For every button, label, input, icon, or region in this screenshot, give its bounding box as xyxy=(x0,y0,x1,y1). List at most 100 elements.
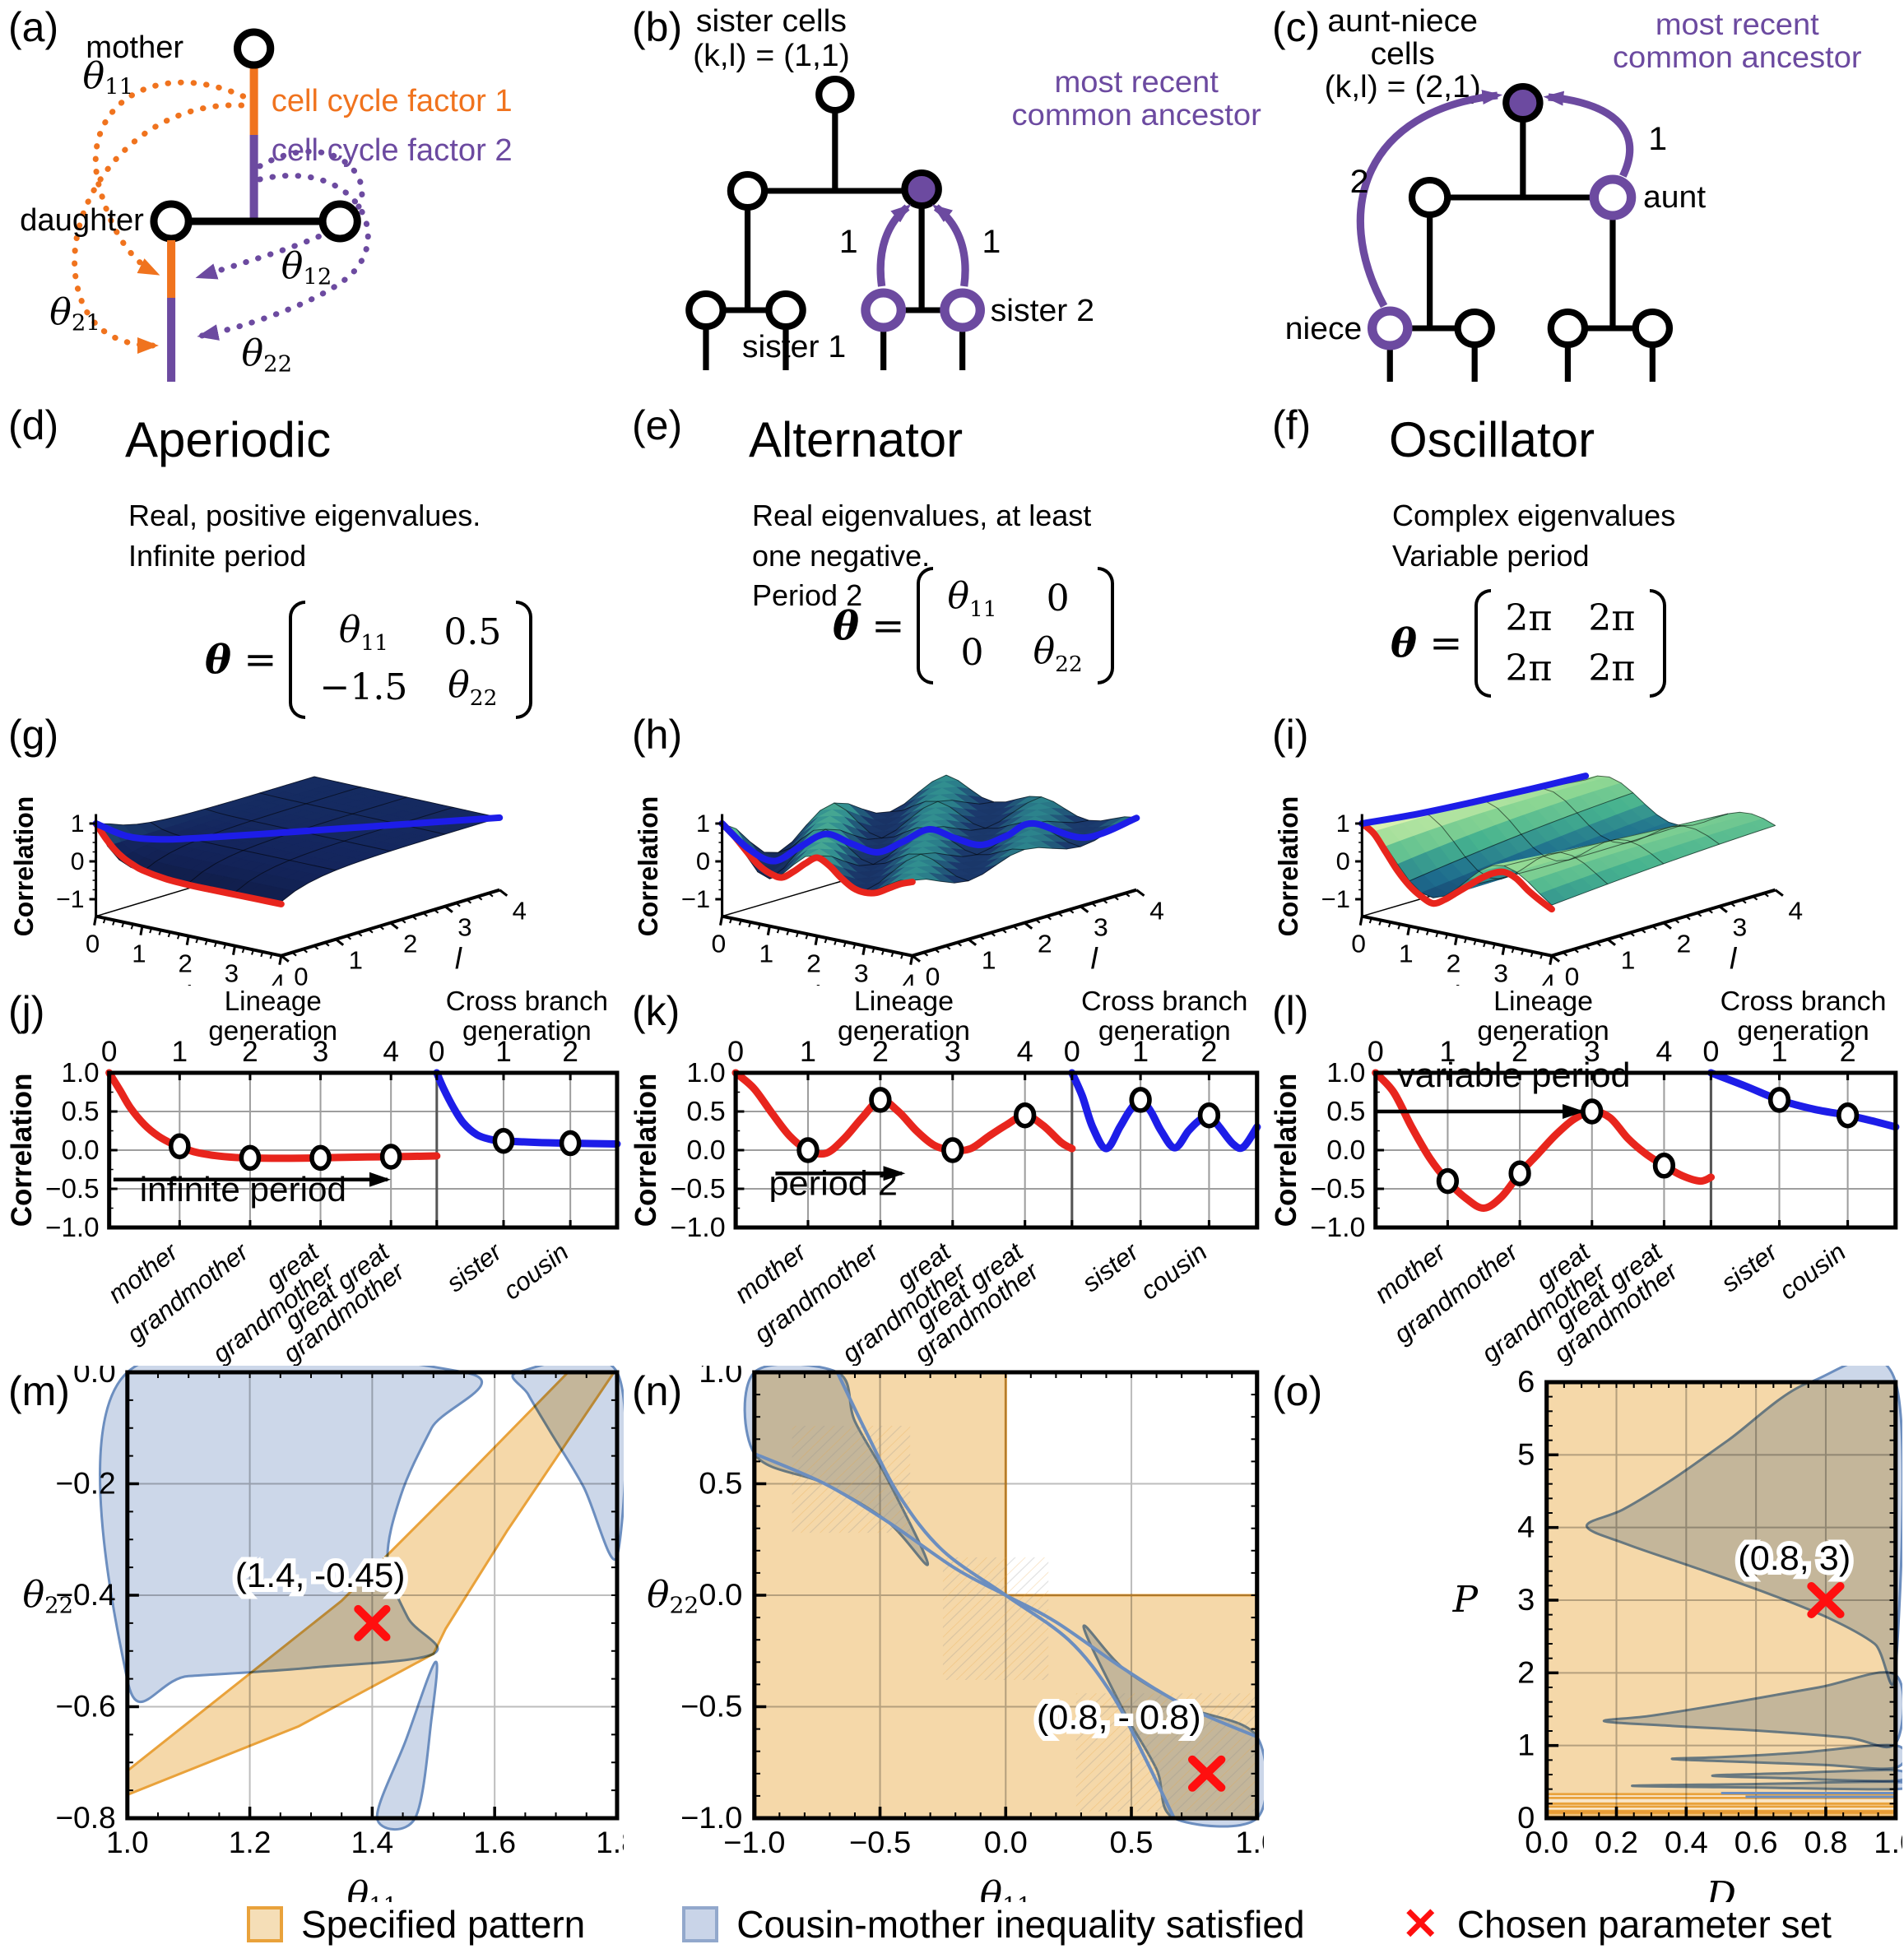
l-tick xyxy=(1080,905,1089,913)
y-tick-label: 0.0 xyxy=(73,1366,116,1389)
k-tick xyxy=(1416,927,1420,934)
niece-label: niece xyxy=(1285,311,1362,346)
l-tick xyxy=(1763,892,1769,898)
period-annotation: infinite period xyxy=(140,1170,346,1209)
chosen-parameter-label: (0.8, - 0.8) xyxy=(1037,1698,1201,1737)
lineage-correlation-curve xyxy=(92,820,285,907)
x-tick-label: 0.2 xyxy=(1595,1825,1638,1859)
matrix-cell: θ11 xyxy=(338,609,388,656)
panel-h: (h) 10−1Correlation01234k01234l xyxy=(627,709,1264,986)
l-tick xyxy=(1024,921,1033,930)
k-tick xyxy=(260,951,264,958)
matrix-cell: 2π xyxy=(1505,597,1553,640)
x-axis-label: θ11 xyxy=(980,1874,1032,1902)
chosen-parameter-label: (1.4, -0.45) xyxy=(235,1556,406,1594)
k-tick xyxy=(1435,931,1439,938)
l-tick xyxy=(1640,928,1646,934)
mesh-line-l xyxy=(1474,800,1665,865)
ancestor-cell xyxy=(815,76,855,114)
period-annotation: period 2 xyxy=(769,1164,898,1203)
panel-f-letter: (f) xyxy=(1272,402,1312,448)
region-plot-o: 0.0 0.2 0.4 0.6 0.8 1.0 0 1 2 3 4 5 6 D P (0.8, 3) xyxy=(1452,1366,1902,1902)
arrow-label-right: 1 xyxy=(1648,120,1667,157)
y-tick-label: 0.0 xyxy=(1326,1135,1365,1165)
data-marker xyxy=(1508,1160,1531,1186)
theta22-arc xyxy=(197,172,371,341)
k-tick xyxy=(1483,941,1487,948)
y-tick-label: 0.5 xyxy=(62,1097,100,1127)
k-tick xyxy=(185,935,190,945)
k-tick xyxy=(776,927,780,934)
y-tick-label: −0.5 xyxy=(671,1174,726,1204)
k-tick xyxy=(786,930,790,935)
l-tick-label: 0 xyxy=(1565,963,1580,986)
class-description-line: Complex eigenvalues xyxy=(1392,499,1676,532)
l-tick-label: 1 xyxy=(1621,946,1636,974)
theta-matrix: θ = θ11 0.5 −1.5 θ22 xyxy=(205,601,624,719)
l-tick xyxy=(466,898,472,904)
legend-item-specified-pattern: Specified pattern xyxy=(247,1902,585,1947)
factor1-label: cell cycle factor 1 xyxy=(272,84,513,118)
x-tick-label: 0.5 xyxy=(1109,1826,1153,1859)
l-axis: 0 1 2 3 4 l xyxy=(1550,888,1803,986)
class-description: Complex eigenvalues Variable period xyxy=(1392,496,1902,576)
sister2-arrow xyxy=(931,204,969,287)
region-plot-n: −1.0 −0.5 0.0 0.5 1.0 1.0 0.5 0.0 −0.5 −1.0 θ11 θ22… xyxy=(647,1366,1264,1902)
mrca-label-1: most recent xyxy=(1656,7,1819,40)
class-description-line: Variable period xyxy=(1392,538,1590,573)
top-tick-label: 0 xyxy=(429,1036,445,1068)
panel-b-title2: (k,l) = (1,1) xyxy=(693,39,850,73)
data-marker xyxy=(1197,1102,1221,1129)
arrow-label-left: 2 xyxy=(1350,163,1369,200)
k-tick xyxy=(1521,949,1525,955)
l-tick xyxy=(1562,951,1568,957)
panel-a-diagram: mother daughter cell cycle factor 1 cell… xyxy=(20,28,513,382)
class-description: Real eigenvalues, at least one negative. P… xyxy=(752,496,1264,616)
k-tick xyxy=(1425,930,1429,935)
k-tick-label: 2 xyxy=(179,949,193,978)
z-axis: 1 0 −1 Correlation xyxy=(1274,796,1363,937)
k-tick xyxy=(861,945,866,955)
l-tick-label: 4 xyxy=(513,897,527,926)
l-tick-label: 4 xyxy=(1788,897,1803,925)
y-axis-label: Correlation xyxy=(6,1074,38,1227)
z-axis-label: Correlation xyxy=(1274,796,1304,937)
mesh-line-l xyxy=(1585,775,1776,827)
l-tick xyxy=(346,935,352,940)
x-tick-label: 1.8 xyxy=(596,1825,624,1859)
matrix-cell: −1.5 xyxy=(319,666,408,708)
chosen-parameter-marker xyxy=(1807,1582,1845,1618)
y-tick-label: −1.0 xyxy=(680,1801,742,1835)
l-tick xyxy=(1741,898,1747,904)
l-tick-label: 3 xyxy=(457,913,471,942)
l-tick xyxy=(1012,925,1019,930)
x-tick-label: 0.0 xyxy=(984,1826,1028,1859)
k-tick xyxy=(748,921,752,928)
k-tick xyxy=(909,955,914,965)
mesh-line-l xyxy=(259,792,445,835)
z-tick-label: 1 xyxy=(1336,810,1350,838)
panel-e: (e) Alternator Real eigenvalues, at leas… xyxy=(627,400,1264,709)
panel-c-diagram: aunt-niece cells (k,l) = (2,1) most rece… xyxy=(1285,3,1862,382)
panel-d: (d) Aperiodic Real, positive eigenvalues… xyxy=(3,400,624,719)
top-tick-label: 1 xyxy=(1132,1036,1149,1068)
theta21-label: θ21 xyxy=(49,291,100,336)
data-marker xyxy=(1436,1167,1460,1195)
k-tick xyxy=(204,940,208,945)
category-label: cousin xyxy=(498,1237,574,1306)
panel-k: (k) period 2 1.0 0.5 0.0 −0.5 −1.0 0 1 2 3 4 0 1 2 Lin… xyxy=(627,986,1264,1366)
legend-label: Specified pattern xyxy=(301,1903,586,1946)
k-tick xyxy=(121,921,125,928)
chosen-parameter-label: (0.8, 3) xyxy=(1738,1538,1851,1577)
k-tick xyxy=(1473,940,1477,945)
top-tick-label: 4 xyxy=(383,1036,399,1068)
k-tick-label: 0 xyxy=(86,930,100,958)
pattern-strip-2 xyxy=(1545,1805,1897,1812)
l-tick-label: 4 xyxy=(1149,896,1164,925)
x-tick-label: 1.6 xyxy=(473,1825,516,1859)
k-tick xyxy=(796,931,800,938)
y-tick-label: −0.5 xyxy=(45,1174,99,1204)
l-tick xyxy=(1595,941,1601,947)
red-x-icon: ✕ xyxy=(1401,1900,1439,1949)
